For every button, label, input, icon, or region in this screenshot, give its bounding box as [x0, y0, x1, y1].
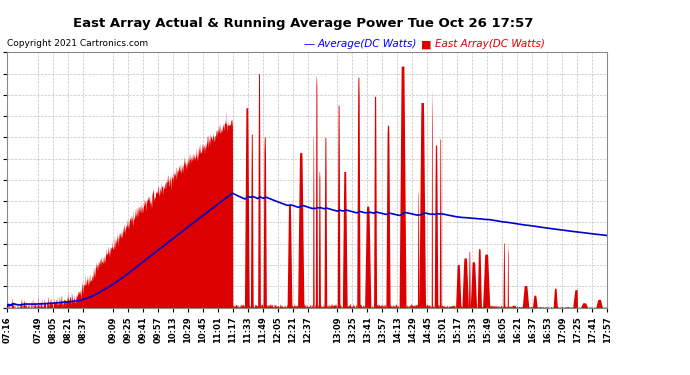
- Text: East Array(DC Watts): East Array(DC Watts): [435, 39, 544, 50]
- Text: —: —: [304, 39, 315, 50]
- Text: Average(DC Watts): Average(DC Watts): [317, 39, 417, 50]
- Text: ■: ■: [421, 39, 431, 50]
- Text: Copyright 2021 Cartronics.com: Copyright 2021 Cartronics.com: [7, 39, 148, 48]
- Text: East Array Actual & Running Average Power Tue Oct 26 17:57: East Array Actual & Running Average Powe…: [73, 17, 534, 30]
